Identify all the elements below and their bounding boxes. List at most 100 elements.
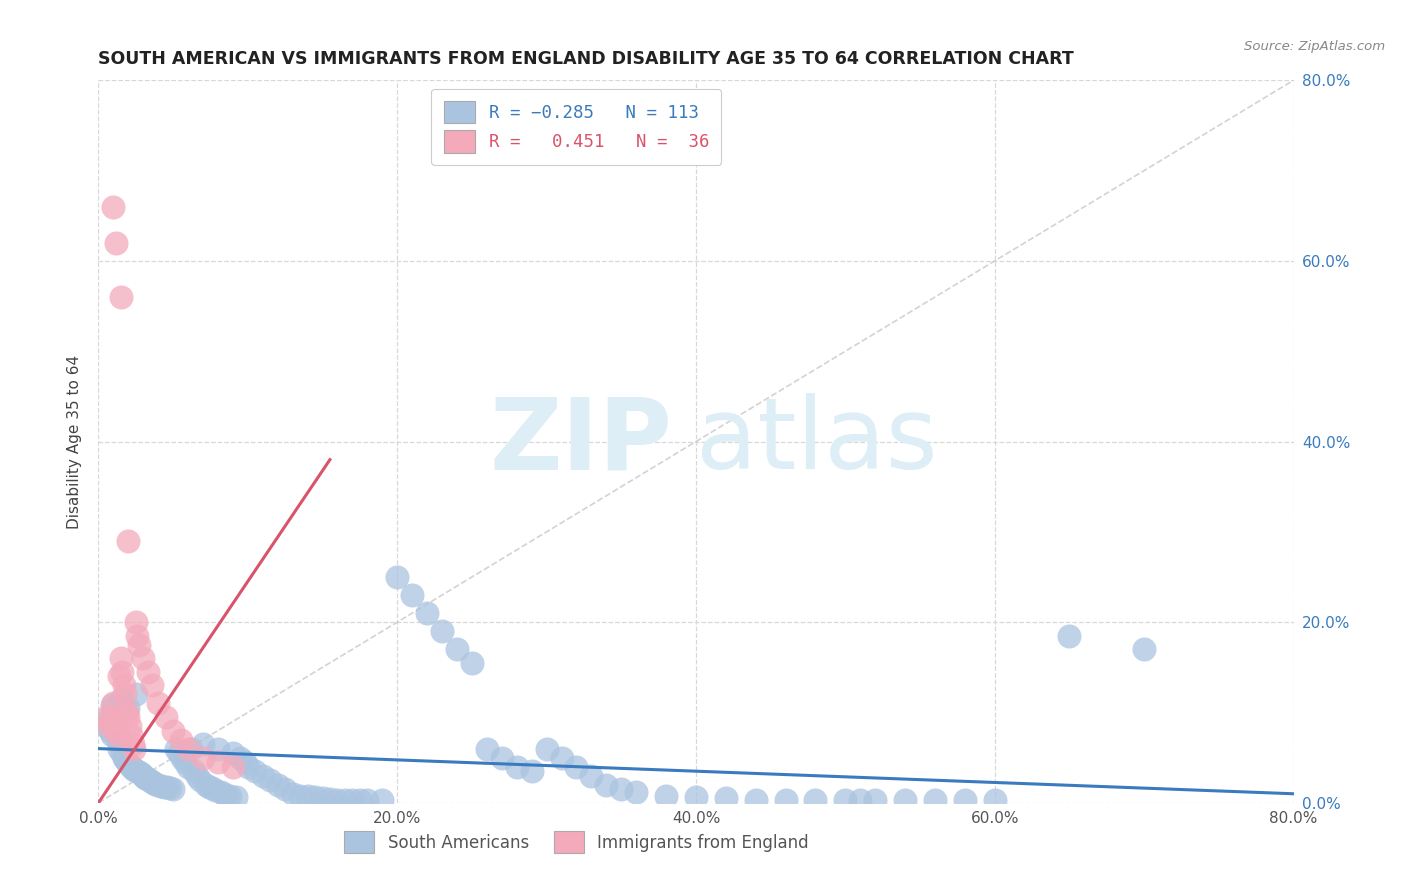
Point bbox=[201, 781, 224, 796]
Point bbox=[134, 771, 156, 785]
Point bbox=[108, 669, 131, 683]
Point bbox=[98, 723, 122, 738]
Point bbox=[97, 710, 120, 724]
Point bbox=[274, 782, 297, 797]
Point bbox=[1133, 642, 1156, 657]
Point bbox=[162, 782, 184, 797]
Point bbox=[128, 638, 150, 652]
Point bbox=[103, 200, 125, 214]
Point bbox=[107, 728, 129, 742]
Text: SOUTH AMERICAN VS IMMIGRANTS FROM ENGLAND DISABILITY AGE 35 TO 64 CORRELATION CH: SOUTH AMERICAN VS IMMIGRANTS FROM ENGLAN… bbox=[98, 50, 1074, 68]
Point bbox=[136, 772, 159, 787]
Text: atlas: atlas bbox=[696, 393, 938, 490]
Point bbox=[984, 793, 1007, 807]
Point bbox=[430, 624, 453, 639]
Point bbox=[105, 710, 128, 724]
Point bbox=[103, 701, 125, 715]
Point bbox=[177, 741, 200, 756]
Point bbox=[148, 697, 170, 711]
Point bbox=[143, 777, 166, 791]
Point bbox=[156, 780, 179, 795]
Point bbox=[191, 750, 214, 764]
Point bbox=[222, 746, 245, 760]
Point bbox=[127, 629, 149, 643]
Point bbox=[110, 290, 132, 304]
Point bbox=[924, 793, 946, 807]
Point bbox=[349, 793, 371, 807]
Point bbox=[153, 780, 176, 794]
Point bbox=[101, 714, 124, 729]
Point bbox=[207, 755, 229, 769]
Point bbox=[132, 769, 155, 783]
Point bbox=[114, 687, 136, 701]
Point bbox=[129, 766, 152, 780]
Point bbox=[804, 793, 827, 807]
Point bbox=[127, 764, 149, 779]
Point bbox=[252, 769, 274, 783]
Point bbox=[115, 755, 138, 769]
Point bbox=[115, 706, 138, 720]
Point bbox=[595, 778, 617, 792]
Point bbox=[333, 793, 356, 807]
Point bbox=[117, 533, 139, 548]
Point bbox=[165, 741, 187, 756]
Point bbox=[118, 757, 141, 772]
Point bbox=[319, 792, 342, 806]
Point bbox=[446, 642, 468, 657]
Point bbox=[125, 615, 148, 630]
Point bbox=[195, 778, 218, 792]
Point bbox=[655, 789, 678, 803]
Point bbox=[94, 719, 117, 733]
Point bbox=[342, 793, 364, 807]
Point bbox=[745, 793, 768, 807]
Point bbox=[105, 235, 128, 250]
Point bbox=[104, 714, 127, 729]
Point bbox=[520, 764, 543, 779]
Point bbox=[215, 789, 238, 803]
Point bbox=[506, 760, 529, 774]
Point bbox=[138, 773, 160, 788]
Point bbox=[120, 760, 142, 774]
Point bbox=[775, 793, 797, 807]
Point bbox=[894, 793, 917, 807]
Point bbox=[371, 793, 394, 807]
Point bbox=[150, 779, 173, 793]
Point bbox=[536, 741, 558, 756]
Point bbox=[714, 791, 737, 805]
Point bbox=[236, 760, 259, 774]
Point bbox=[169, 732, 191, 747]
Point bbox=[167, 746, 190, 760]
Point bbox=[114, 752, 136, 766]
Point bbox=[461, 656, 484, 670]
Point bbox=[297, 789, 319, 804]
Point bbox=[550, 750, 572, 764]
Point bbox=[135, 772, 157, 786]
Point bbox=[112, 750, 135, 764]
Point bbox=[849, 793, 872, 807]
Point bbox=[141, 678, 163, 692]
Point bbox=[94, 710, 117, 724]
Point bbox=[1059, 629, 1081, 643]
Point bbox=[401, 588, 423, 602]
Point bbox=[155, 710, 177, 724]
Point bbox=[385, 570, 409, 584]
Point bbox=[101, 728, 124, 742]
Point bbox=[416, 606, 439, 620]
Point bbox=[120, 728, 142, 742]
Point bbox=[172, 750, 194, 764]
Point bbox=[207, 741, 229, 756]
Point bbox=[565, 760, 588, 774]
Point bbox=[326, 793, 349, 807]
Point bbox=[865, 793, 887, 807]
Point bbox=[219, 789, 242, 804]
Point bbox=[245, 764, 267, 779]
Point bbox=[191, 737, 214, 751]
Point bbox=[177, 760, 200, 774]
Point bbox=[132, 651, 155, 665]
Point bbox=[834, 793, 856, 807]
Point bbox=[180, 741, 202, 756]
Point bbox=[142, 776, 165, 790]
Point bbox=[610, 782, 633, 797]
Text: ZIP: ZIP bbox=[489, 393, 672, 490]
Point bbox=[103, 697, 125, 711]
